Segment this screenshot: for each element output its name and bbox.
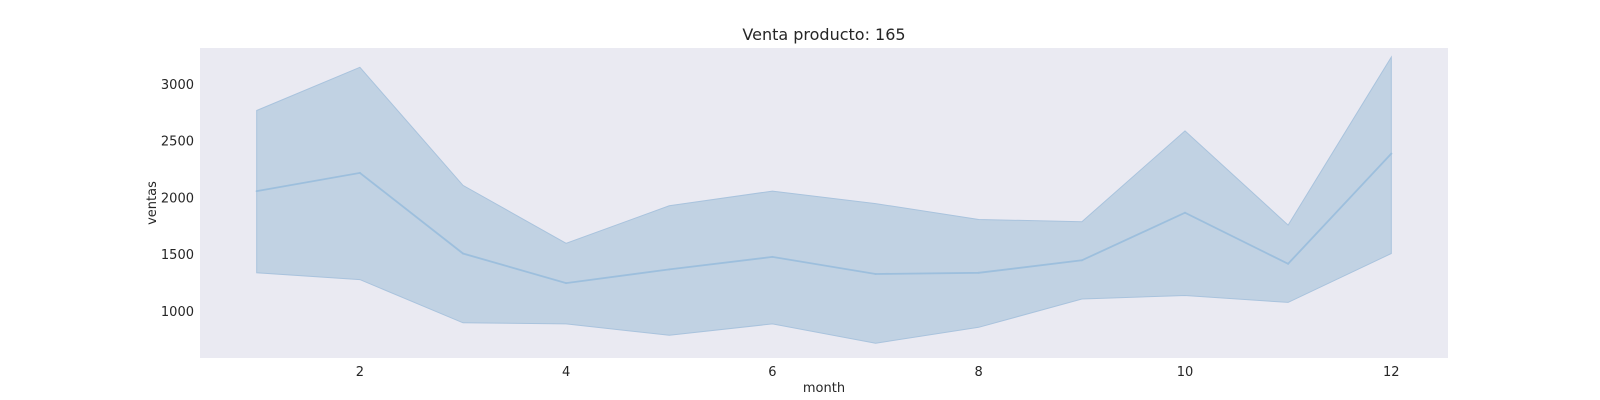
x-tick-label: 8	[975, 365, 983, 380]
data-point	[358, 171, 361, 174]
data-point	[565, 282, 568, 285]
series-line	[256, 152, 1392, 285]
y-axis-title: ventas	[145, 181, 160, 225]
data-point	[1390, 152, 1393, 155]
data-point	[874, 273, 877, 275]
y-tick-label: 2500	[161, 135, 194, 150]
y-axis-ticks: 1000 1500 2000 2500 3000	[161, 78, 194, 320]
x-tick-label: 12	[1383, 365, 1400, 380]
data-point	[1184, 211, 1186, 214]
y-tick-label: 3000	[161, 78, 194, 93]
data-point	[255, 190, 258, 193]
series-line-layer	[255, 152, 1393, 285]
data-point	[771, 255, 774, 258]
confidence-band-layer	[256, 55, 1392, 344]
x-tick-label: 4	[562, 365, 570, 380]
x-axis-title: month	[803, 381, 845, 396]
data-point	[462, 252, 464, 255]
y-tick-label: 2000	[161, 191, 194, 206]
chart-title: Venta producto: 165	[742, 25, 905, 44]
y-tick-label: 1500	[161, 248, 194, 263]
confidence-band	[256, 55, 1392, 344]
x-tick-label: 10	[1177, 365, 1194, 380]
x-tick-label: 6	[768, 365, 776, 380]
x-tick-label: 2	[356, 365, 364, 380]
data-point	[1080, 259, 1083, 262]
x-axis-ticks: 2 4 6 8 10 12	[356, 365, 1400, 380]
data-point	[1287, 262, 1290, 265]
data-point	[977, 271, 980, 274]
y-tick-label: 1000	[161, 305, 194, 320]
data-point	[668, 268, 671, 271]
